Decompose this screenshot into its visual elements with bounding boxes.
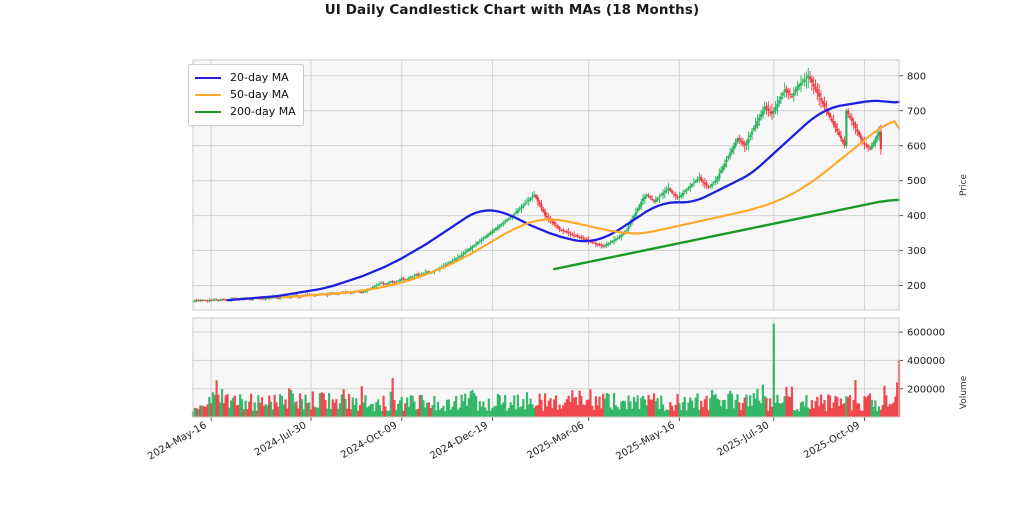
x-tick-label: 2025-Oct-09 [802, 420, 862, 461]
price-tick-label: 600 [907, 141, 926, 152]
x-tick-label: 2024-Oct-09 [339, 420, 399, 461]
legend-swatch-icon [195, 110, 221, 113]
legend-label: 20-day MA [230, 71, 289, 84]
price-tick-label: 500 [907, 176, 926, 187]
x-tick-label: 2024-May-16 [146, 420, 209, 462]
ma-line-200-day-ma [552, 198, 901, 271]
legend-item-1[interactable]: 50-day MA [195, 86, 296, 103]
ma-line-20-day-ma [226, 99, 901, 302]
x-tick-label: 2024-Dec-19 [428, 420, 490, 462]
volume-tick-label: 200000 [907, 384, 945, 395]
legend-label: 50-day MA [230, 88, 289, 101]
legend-item-0[interactable]: 20-day MA [195, 69, 296, 86]
volume-series [191, 323, 901, 417]
x-tick-label: 2025-May-16 [614, 420, 677, 462]
price-tick-label: 700 [907, 106, 926, 117]
ma-line-50-day-ma [280, 120, 901, 299]
volume-tick-label: 600000 [907, 328, 945, 339]
chart-legend: 20-day MA 50-day MA 200-day MA [188, 64, 304, 126]
price-tick-label: 400 [907, 211, 926, 222]
volume-tick-label: 400000 [907, 356, 945, 367]
legend-swatch-icon [195, 76, 221, 79]
price-tick-label: 800 [907, 71, 926, 82]
legend-swatch-icon [195, 93, 221, 96]
price-tick-label: 200 [907, 281, 926, 292]
price-tick-label: 300 [907, 246, 926, 257]
legend-label: 200-day MA [230, 105, 296, 118]
x-tick-label: 2025-Jul-30 [716, 420, 772, 459]
legend-item-2[interactable]: 200-day MA [195, 103, 296, 120]
page-title: UI Daily Candlestick Chart with MAs (18 … [324, 2, 700, 18]
x-tick-label: 2024-Jul-30 [253, 420, 309, 459]
volume-axis-title: Volume [959, 375, 969, 409]
x-tick-label: 2025-Mar-06 [526, 420, 587, 461]
price-axis-title: Price [959, 174, 969, 196]
